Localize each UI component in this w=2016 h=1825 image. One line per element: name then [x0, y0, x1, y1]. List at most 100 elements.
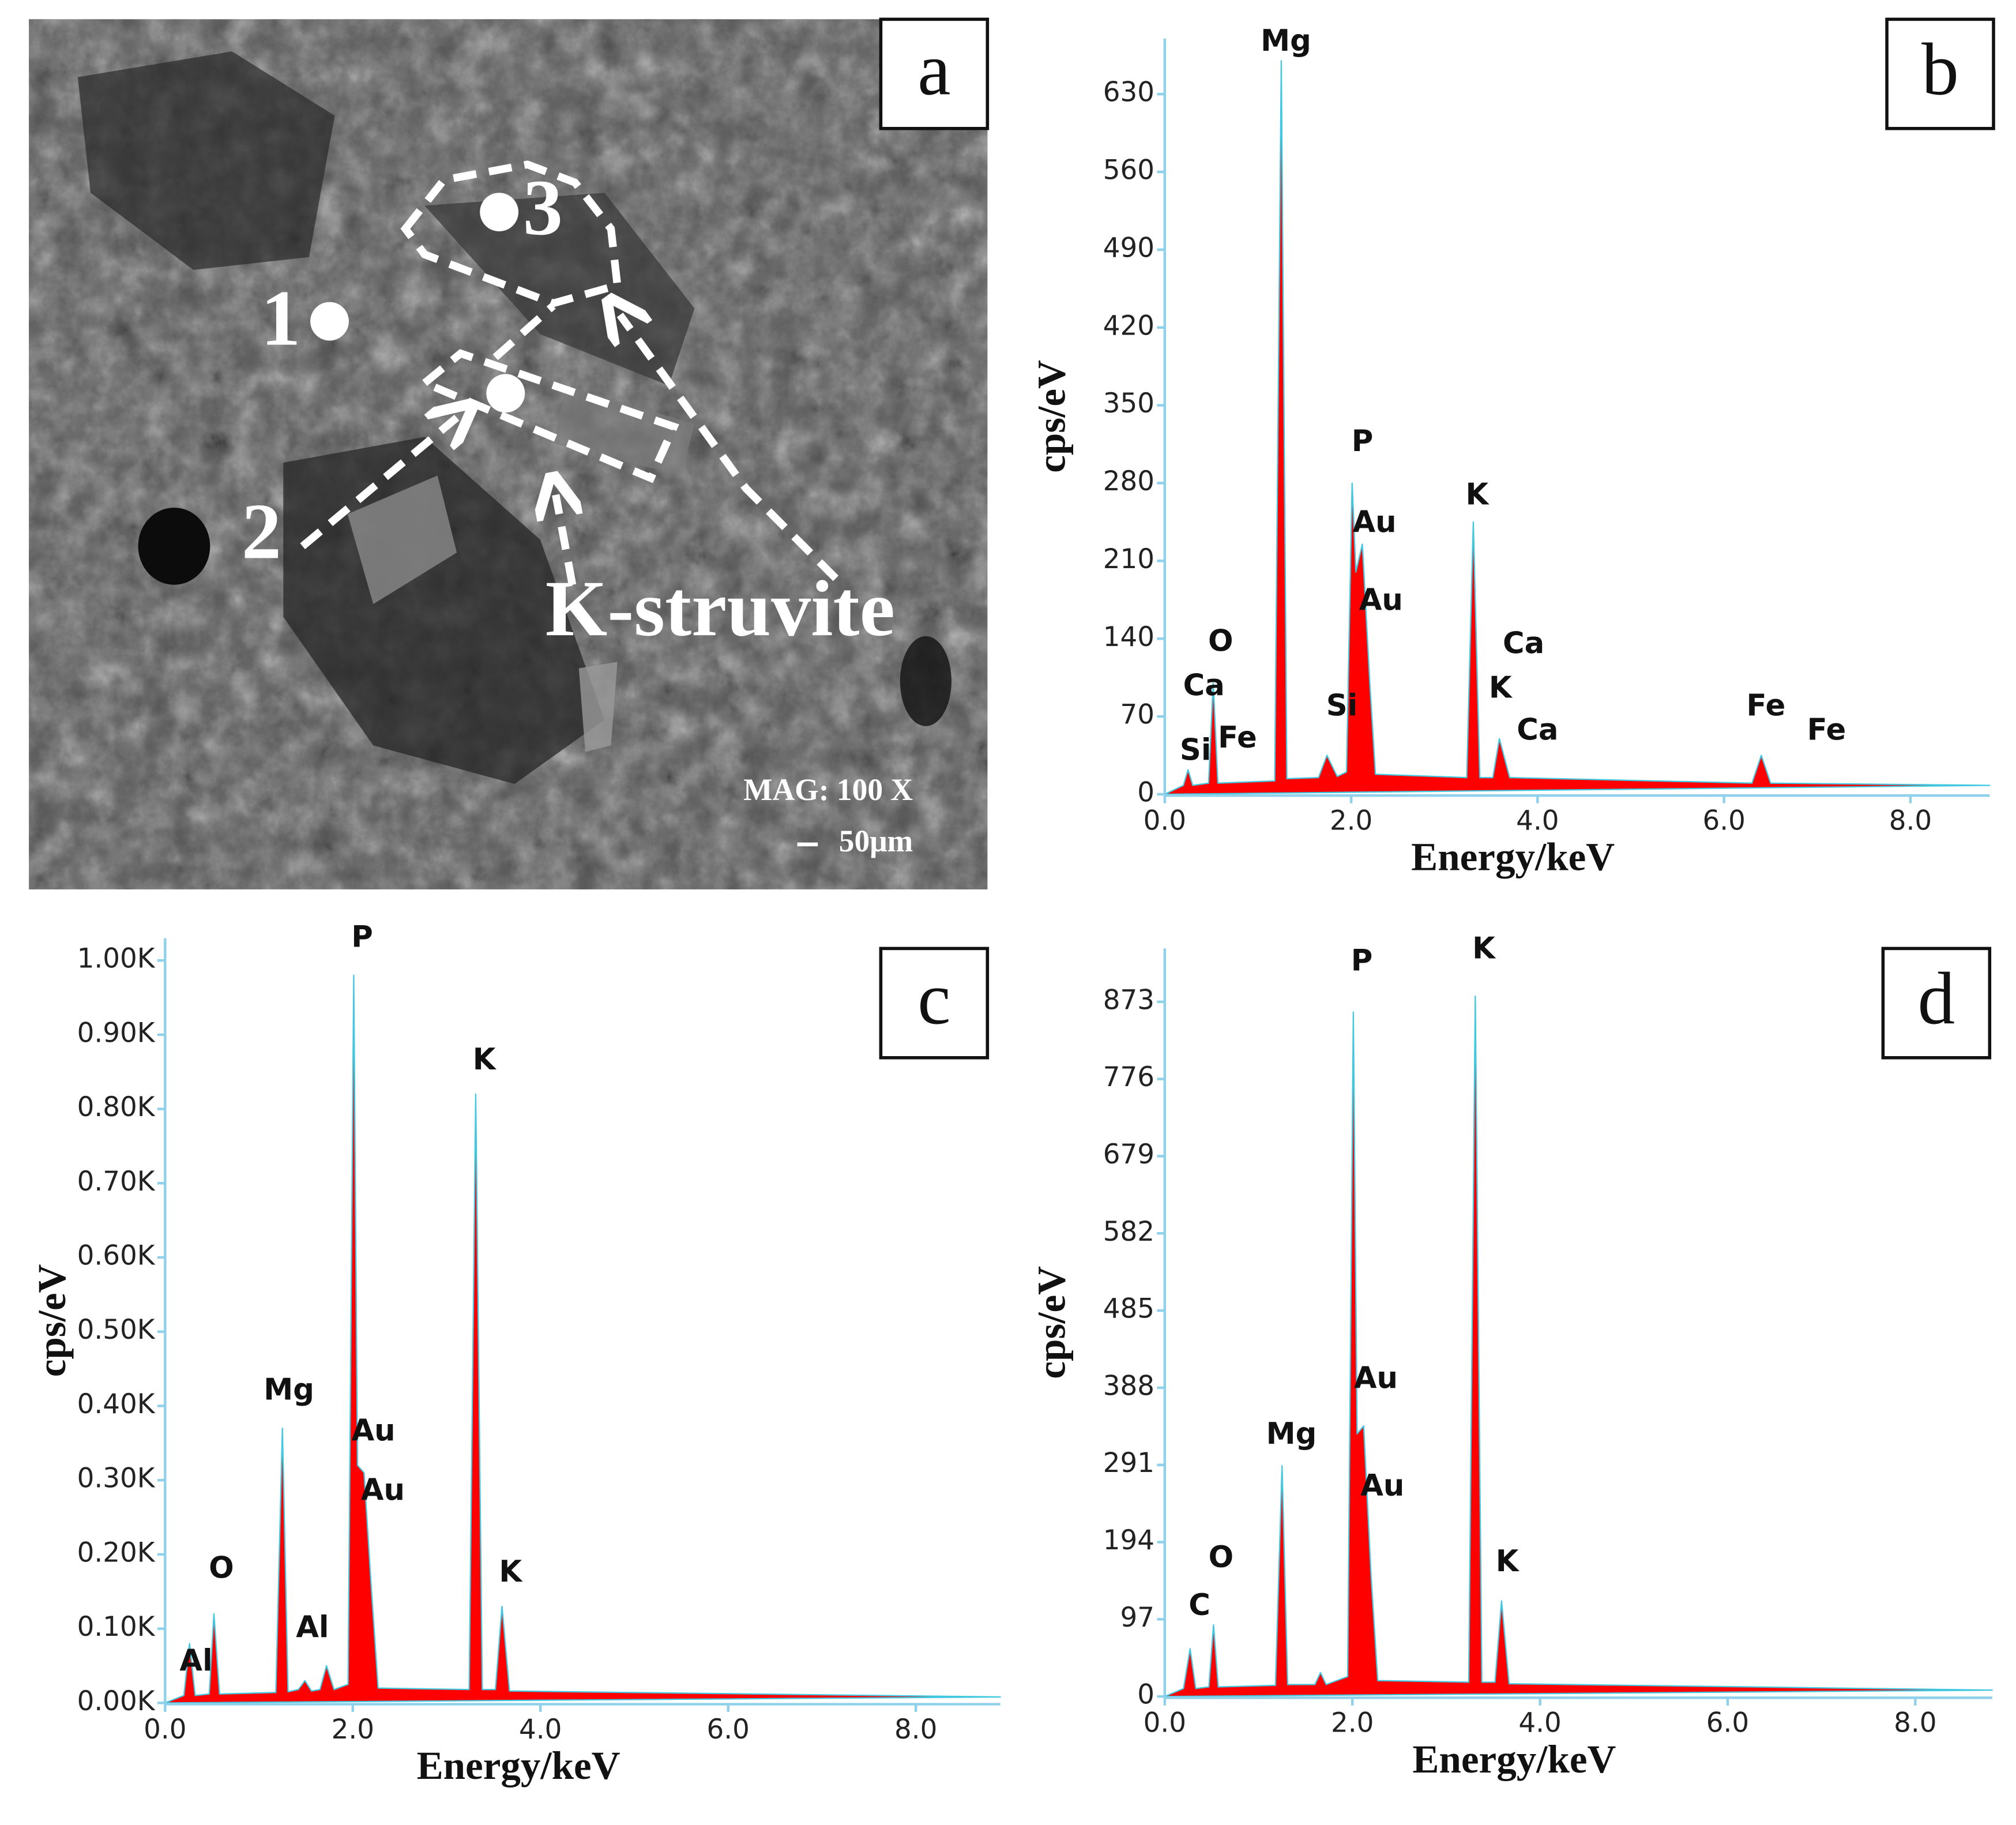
- spectrum-area: [1164, 60, 1991, 795]
- y-tick-label: 350: [1103, 388, 1154, 419]
- y-tick-label: 485: [1103, 1294, 1154, 1325]
- peak-label: Fe: [1807, 713, 1846, 748]
- panel-label-box: [879, 947, 990, 1060]
- peak-label: Ca: [1517, 713, 1558, 748]
- peak-label: K: [1465, 477, 1490, 512]
- peak-label: Al: [179, 1644, 212, 1678]
- peak-label: Ca: [1503, 626, 1544, 660]
- x-tick-label: 6.0: [1706, 1708, 1749, 1739]
- region-2: [417, 349, 679, 483]
- y-tick-label: 0.80K: [77, 1092, 156, 1123]
- panel-label-box: [1885, 17, 1995, 130]
- x-tick-label: 2.0: [332, 1714, 374, 1745]
- spectrum-chart: 0 70 140 210 280 350 420 490 560 630 0.0 2.0 4.0 6.0 8…: [1029, 17, 1995, 879]
- peak-label: Au: [1352, 505, 1396, 539]
- arrow: [556, 495, 573, 586]
- y-axis-title: cps/eV: [1029, 360, 1073, 473]
- crystal: [347, 475, 457, 604]
- panel-label-box: [1881, 947, 1992, 1060]
- x-tick-label: 8.0: [1894, 1708, 1936, 1739]
- y-axis-title: cps/eV: [1029, 1266, 1073, 1379]
- x-tick-label: 4.0: [1518, 1708, 1561, 1739]
- spectrum-area: [1164, 996, 1993, 1698]
- connector: [492, 303, 556, 361]
- y-tick-label: 97: [1120, 1602, 1154, 1634]
- y-tick-label: 0.70K: [77, 1166, 156, 1197]
- point-label: 3: [523, 163, 563, 251]
- x-tick-label: 6.0: [1702, 806, 1745, 837]
- y-tick-label: 582: [1103, 1216, 1154, 1248]
- y-tick-label: 490: [1103, 232, 1154, 264]
- y-tick-label: 1.00K: [77, 944, 156, 975]
- point-marker: [310, 302, 349, 341]
- peak-label: Au: [1360, 1469, 1404, 1503]
- panel-label: a: [917, 28, 950, 110]
- peak-label: Mg: [264, 1373, 314, 1407]
- y-tick-label: 0.40K: [77, 1389, 156, 1420]
- peak-label: Ca: [1183, 669, 1225, 703]
- spectrum-chart: 0 97 194 291 388 485 582 679 776 873 0.0 2.0 4.0 6.0 8…: [1029, 932, 1993, 1781]
- x-tick-label: 4.0: [519, 1714, 562, 1745]
- pore: [138, 508, 210, 585]
- spectrum-area: [164, 974, 1001, 1704]
- peak-label: Al: [296, 1610, 329, 1645]
- peak-label: Au: [361, 1473, 405, 1507]
- peak-label: K: [499, 1554, 523, 1589]
- y-tick-label: 140: [1103, 622, 1154, 653]
- y-tick-label: 560: [1103, 155, 1154, 186]
- crystal: [578, 662, 618, 752]
- peak-label: Mg: [1261, 24, 1311, 58]
- x-tick-label: 2.0: [1330, 806, 1372, 837]
- peak-label: Au: [1359, 583, 1403, 617]
- y-tick-label: 0.50K: [77, 1315, 156, 1346]
- y-tick-label: 0.00K: [77, 1686, 156, 1717]
- x-tick-label: 0.0: [144, 1714, 186, 1745]
- x-tick-label: 8.0: [894, 1714, 937, 1745]
- y-tick-label: 630: [1103, 77, 1154, 108]
- peak-label: O: [1208, 624, 1233, 659]
- x-tick-label: 8.0: [1889, 806, 1932, 837]
- x-tick-label: 0.0: [1144, 1708, 1186, 1739]
- peak-label: Au: [352, 1413, 396, 1448]
- peak-label: Fe: [1747, 688, 1786, 723]
- point-marker: [480, 193, 519, 232]
- y-tick-label: 679: [1103, 1139, 1154, 1170]
- peak-label: K: [473, 1042, 497, 1077]
- panel-label: c: [917, 957, 950, 1039]
- y-tick-label: 420: [1103, 310, 1154, 341]
- peak-label: Si: [1180, 733, 1211, 767]
- scale-label: 50μm: [839, 824, 913, 858]
- x-tick-label: 6.0: [707, 1714, 750, 1745]
- pore: [900, 636, 951, 726]
- y-tick-label: 0.30K: [77, 1463, 156, 1494]
- y-tick-label: 291: [1103, 1448, 1154, 1479]
- x-axis-title: Energy/keV: [1412, 1737, 1616, 1781]
- y-tick-label: 0.10K: [77, 1612, 156, 1643]
- peak-label: K: [1489, 671, 1513, 705]
- x-tick-label: 2.0: [1331, 1708, 1374, 1739]
- x-tick-label: 0.0: [1144, 806, 1186, 837]
- x-tick-label: 4.0: [1516, 806, 1559, 837]
- peak-label: K: [1472, 932, 1496, 966]
- x-axis-title: Energy/keV: [417, 1743, 620, 1788]
- x-axis-title: Energy/keV: [1411, 835, 1615, 879]
- k-struvite-label: K-struvite: [546, 564, 895, 652]
- spectrum-chart: 0.00K 0.10K 0.20K 0.30K 0.40K 0.50K 0.60K 0.70K…: [29, 920, 1001, 1788]
- point-marker: [486, 374, 525, 413]
- panel-label: b: [1921, 28, 1959, 110]
- y-tick-label: 210: [1103, 544, 1154, 575]
- y-axis-title: cps/eV: [29, 1264, 74, 1377]
- region-3: [400, 160, 622, 307]
- y-tick-label: 776: [1103, 1062, 1154, 1093]
- peak-label: P: [1351, 943, 1373, 978]
- y-tick-label: 0.60K: [77, 1241, 156, 1272]
- peak-label: K: [1496, 1544, 1520, 1579]
- peak-label: P: [1352, 424, 1374, 459]
- y-tick-label: 873: [1103, 985, 1154, 1016]
- point-label: 1: [261, 274, 300, 362]
- y-tick-label: 0: [1137, 1680, 1154, 1711]
- y-tick-label: 0.90K: [77, 1017, 156, 1049]
- annotations-dashed: [300, 160, 839, 586]
- y-tick-label: 70: [1120, 700, 1154, 731]
